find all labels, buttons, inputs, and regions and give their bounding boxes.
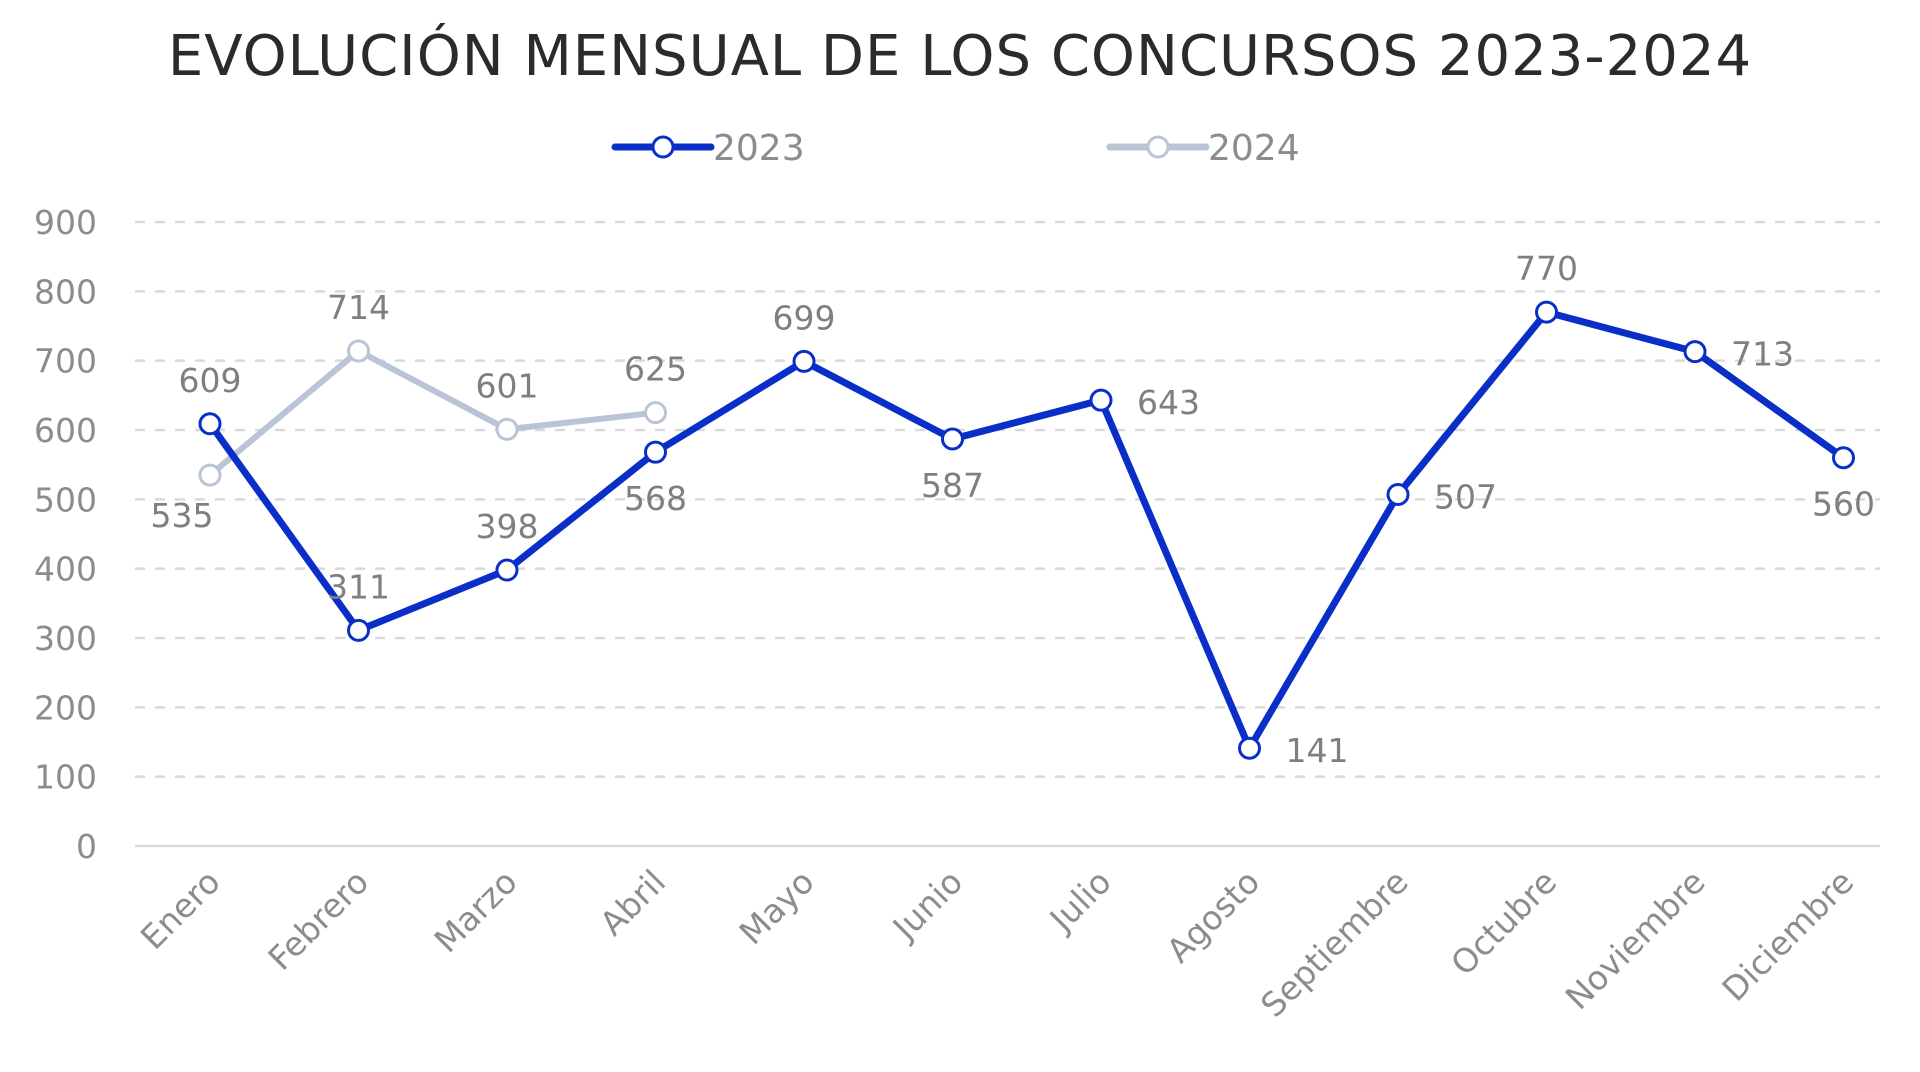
data-point-2023-septiembre — [1386, 482, 1410, 506]
y-tick-label: 600 — [34, 411, 97, 450]
data-label-2024-enero: 535 — [151, 496, 214, 535]
x-tick-label: Septiembre — [1253, 862, 1416, 1025]
legend-label-2024: 2024 — [1208, 128, 1300, 169]
data-point-2023-junio — [941, 427, 964, 451]
x-tick-label: Agosto — [1159, 862, 1267, 970]
data-point-2024-enero — [198, 463, 222, 487]
data-point-2023-febrero — [347, 618, 370, 642]
data-point-2023-octubre — [1535, 300, 1558, 324]
data-label-2023-noviembre: 713 — [1731, 335, 1794, 374]
y-tick-label: 100 — [34, 758, 97, 797]
legend-marker-2024 — [1146, 135, 1170, 159]
data-label-2023-abril: 568 — [624, 479, 687, 518]
data-point-2023-diciembre — [1832, 446, 1855, 470]
data-label-2023-julio: 643 — [1137, 383, 1200, 422]
legend-marker-2023 — [651, 135, 675, 159]
data-point-2024-febrero — [347, 339, 370, 363]
data-label-2023-enero: 609 — [179, 361, 242, 400]
data-label-2024-marzo: 601 — [476, 366, 539, 405]
data-point-2024-abril — [644, 401, 667, 425]
y-tick-label: 300 — [34, 619, 97, 658]
y-tick-label: 700 — [34, 342, 97, 381]
data-point-2023-julio — [1089, 388, 1113, 412]
x-tick-label: Abril — [592, 862, 673, 943]
data-label-2023-diciembre: 560 — [1812, 485, 1875, 524]
x-tick-label: Enero — [133, 862, 228, 957]
data-label-2023-junio: 587 — [921, 466, 984, 505]
data-label-2024-febrero: 714 — [327, 288, 390, 327]
x-tick-label: Junio — [884, 862, 970, 948]
data-label-2023-febrero: 311 — [327, 567, 390, 606]
series-line-2024 — [207, 347, 659, 479]
y-tick-label: 0 — [76, 827, 97, 866]
x-tick-label: Mayo — [732, 862, 822, 952]
y-tick-label: 200 — [34, 688, 97, 727]
x-tick-label: Octubre — [1443, 862, 1564, 983]
x-tick-label: Julio — [1041, 862, 1119, 940]
gridlines — [135, 220, 1880, 848]
data-label-2023-octubre: 770 — [1515, 249, 1578, 288]
data-point-2023-noviembre — [1683, 340, 1707, 364]
data-point-2023-abril — [644, 440, 667, 464]
data-label-2023-mayo: 699 — [773, 298, 836, 337]
x-tick-label: Noviembre — [1558, 862, 1713, 1017]
x-tick-label: Febrero — [260, 862, 376, 978]
x-tick-label: Marzo — [427, 862, 525, 960]
data-point-2023-agosto — [1238, 736, 1261, 760]
x-tick-label: Diciembre — [1714, 862, 1861, 1009]
y-tick-label: 800 — [34, 272, 97, 311]
data-label-2023-agosto: 141 — [1286, 731, 1349, 770]
y-tick-label: 400 — [34, 550, 97, 589]
legend-label-2023: 2023 — [713, 128, 805, 169]
y-tick-label: 900 — [34, 203, 97, 242]
data-label-2023-marzo: 398 — [476, 507, 539, 546]
data-label-2023-septiembre: 507 — [1434, 477, 1497, 516]
data-point-2023-marzo — [495, 558, 519, 582]
series-line-2023 — [206, 308, 1847, 752]
x-axis: Enero Febrero Marzo Abril Mayo Junio Julio Agos… — [133, 862, 1861, 1025]
data-point-2023-mayo — [792, 349, 816, 373]
y-tick-label: 500 — [34, 480, 97, 519]
chart-title: EVOLUCIÓN MENSUAL DE LOS CONCURSOS 2023-… — [168, 24, 1752, 89]
y-axis: 0 100 200 300 400 500 600 700 800 900 — [34, 203, 97, 866]
data-point-2024-marzo — [495, 417, 519, 441]
data-label-2024-abril: 625 — [624, 350, 687, 389]
data-point-2023-enero — [198, 412, 222, 436]
data-labels: 609 311 398 568 699 587 643 141 507 770 713 560 535 7… — [151, 249, 1876, 770]
legend: 2023 2024 — [611, 128, 1300, 169]
series-layer — [198, 300, 1855, 760]
